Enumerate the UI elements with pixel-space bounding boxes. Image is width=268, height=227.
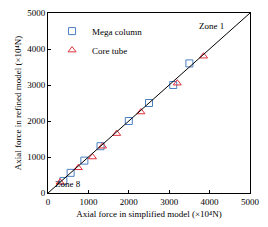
svg-text:0: 0	[46, 197, 51, 207]
svg-text:Zone 1: Zone 1	[199, 21, 224, 31]
svg-text:2000: 2000	[120, 197, 139, 207]
svg-text:3000: 3000	[160, 197, 179, 207]
svg-text:Axial force in refined model (: Axial force in refined model (×10⁴N)	[13, 36, 23, 170]
svg-text:Axial force in simplified mode: Axial force in simplified model (×10⁴N)	[76, 209, 221, 219]
svg-text:1000: 1000	[79, 197, 98, 207]
svg-text:2000: 2000	[27, 116, 46, 126]
svg-text:Mega column: Mega column	[92, 27, 142, 37]
svg-text:4000: 4000	[27, 44, 46, 54]
svg-text:Zone 8: Zone 8	[55, 179, 81, 189]
svg-text:3000: 3000	[27, 80, 46, 90]
svg-text:1000: 1000	[27, 152, 46, 162]
svg-text:5000: 5000	[241, 197, 260, 207]
svg-text:Core tube: Core tube	[92, 46, 127, 56]
svg-text:0: 0	[41, 188, 46, 198]
svg-text:4000: 4000	[201, 197, 220, 207]
svg-text:5000: 5000	[27, 8, 46, 18]
